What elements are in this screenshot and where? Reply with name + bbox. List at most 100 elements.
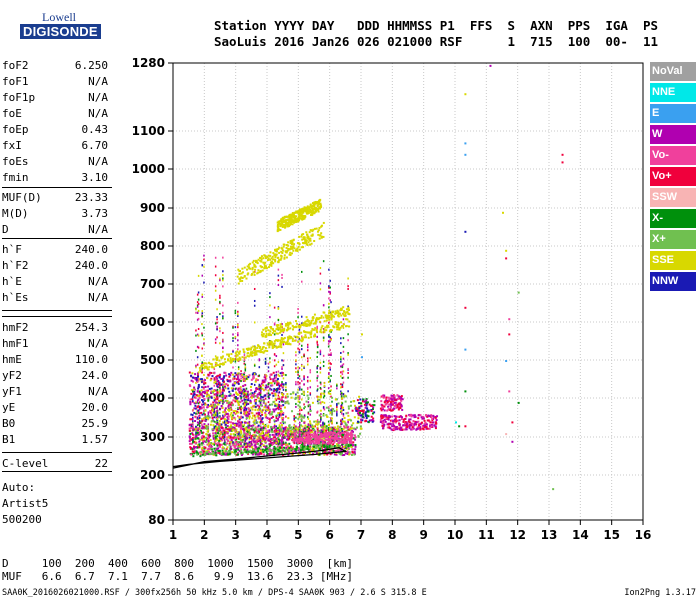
echo-point — [215, 449, 218, 452]
echo-point — [326, 453, 329, 456]
echo-point — [300, 246, 303, 249]
echo-point — [301, 419, 303, 422]
echo-point — [261, 413, 264, 416]
echo-point — [237, 372, 239, 375]
echo-point — [288, 217, 291, 220]
echo-point — [222, 433, 224, 436]
x-tick-label: 1 — [169, 528, 177, 542]
echo-point — [201, 334, 204, 337]
echo-point — [202, 437, 205, 440]
echo-point — [260, 382, 263, 385]
echo-point — [272, 408, 275, 411]
echo-point — [274, 389, 277, 392]
echo-point — [190, 413, 193, 416]
echo-point — [343, 426, 346, 429]
echo-point — [277, 319, 280, 322]
echo-point — [328, 335, 330, 338]
echo-point — [248, 410, 251, 413]
echo-point — [241, 267, 244, 270]
echo-point — [254, 265, 257, 268]
echo-point — [230, 387, 233, 390]
echo-point — [243, 402, 246, 405]
echo-point — [293, 430, 296, 433]
echo-point — [233, 375, 236, 378]
echo-point — [293, 424, 295, 427]
echo-point — [306, 376, 309, 379]
echo-point — [269, 403, 271, 406]
echo-point — [340, 393, 342, 396]
echo-point — [269, 433, 271, 436]
echo-point — [261, 417, 264, 420]
echo-point — [244, 427, 247, 430]
echo-point — [277, 307, 280, 310]
echo-point — [201, 312, 204, 315]
echo-point — [223, 385, 226, 388]
echo-point — [222, 285, 224, 288]
echo-point — [322, 304, 325, 307]
echo-point — [262, 381, 265, 384]
echo-point — [337, 324, 340, 327]
echo-point — [295, 383, 297, 386]
echo-point — [277, 406, 280, 409]
echo-point — [237, 366, 240, 369]
echo-point — [340, 321, 343, 324]
echo-point — [210, 390, 213, 393]
echo-point — [221, 355, 224, 358]
echo-point — [289, 445, 292, 448]
echo-point — [331, 411, 334, 414]
echo-point — [282, 411, 285, 414]
echo-point — [319, 234, 322, 237]
echo-point — [201, 425, 204, 428]
echo-point — [281, 396, 283, 399]
echo-point — [325, 427, 328, 430]
echo-point — [235, 424, 238, 427]
echo-point — [269, 440, 272, 443]
echo-point — [201, 413, 204, 416]
echo-point — [243, 390, 246, 393]
echo-point — [340, 405, 343, 408]
echo-point — [328, 340, 330, 343]
echo-point — [298, 375, 301, 378]
echo-point — [316, 342, 318, 345]
echo-point — [327, 392, 330, 395]
echo-point — [222, 340, 224, 343]
echo-point — [195, 436, 198, 439]
echo-point — [254, 395, 257, 398]
echo-point — [226, 432, 229, 435]
echo-point — [328, 321, 330, 324]
echo-point — [201, 369, 203, 372]
echo-point — [273, 322, 276, 325]
echo-point — [277, 373, 280, 376]
echo-point — [203, 409, 205, 412]
echo-point — [236, 399, 239, 402]
echo-point — [266, 349, 269, 352]
echo-point — [330, 409, 332, 412]
echo-point — [203, 445, 206, 448]
echo-point — [196, 390, 199, 393]
echo-point — [298, 219, 301, 222]
echo-point — [307, 241, 310, 244]
echo-point — [330, 395, 332, 398]
echo-point — [303, 365, 305, 368]
echo-point — [240, 392, 243, 395]
echo-point — [317, 200, 320, 203]
echo-point — [263, 436, 266, 439]
echo-point — [261, 396, 264, 399]
echo-point — [281, 426, 283, 429]
echo-point — [222, 393, 224, 396]
echo-point — [249, 392, 252, 395]
echo-point — [278, 220, 281, 223]
echo-point — [295, 325, 298, 328]
echo-point — [236, 453, 239, 456]
echo-point — [273, 400, 276, 403]
echo-point — [250, 394, 253, 397]
echo-point — [262, 444, 265, 447]
echo-point — [287, 223, 290, 226]
echo-point — [216, 429, 219, 432]
echo-point — [229, 357, 232, 360]
param-row-fmin: fmin 3.10 — [2, 170, 110, 186]
echo-point — [328, 286, 330, 289]
echo-point — [213, 447, 216, 450]
echo-point — [312, 449, 315, 452]
echo-point — [253, 390, 256, 393]
